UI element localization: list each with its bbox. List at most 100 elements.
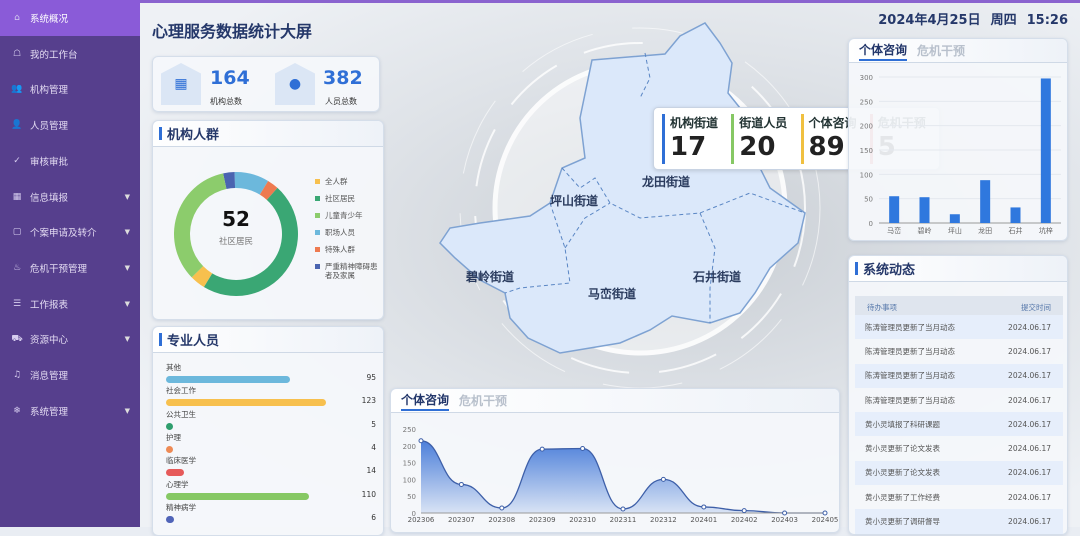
bar-龙田[interactable] bbox=[980, 180, 991, 223]
region-shijing[interactable]: 石井街道 bbox=[692, 269, 741, 284]
todo-text: 陈涛管理员更新了当月动态 bbox=[865, 395, 955, 405]
dynamics-row[interactable]: 黄小灵更新了论文发表 2024.06.17 bbox=[855, 460, 1063, 486]
dynamics-title: 系统动态 bbox=[863, 263, 916, 278]
x-tick-label: 202402 bbox=[731, 516, 758, 524]
tab-crisis-intervention[interactable]: 危机干预 bbox=[917, 44, 966, 58]
tab-individual-consult[interactable]: 个体咨询 bbox=[859, 41, 908, 61]
staff-total-label: 人员总数 bbox=[325, 97, 357, 106]
data-point-202402[interactable] bbox=[741, 508, 747, 514]
y-tick-label: 250 bbox=[403, 426, 416, 434]
todo-text: 黄小灵更新了调研督导 bbox=[865, 517, 940, 527]
donut-slice-2[interactable] bbox=[174, 173, 227, 278]
dynamics-row[interactable]: 黄小灵更新了论文发表 2024.06.17 bbox=[855, 436, 1063, 460]
submit-time: 2024.06.17 bbox=[1008, 468, 1051, 478]
donut-slice-1[interactable] bbox=[203, 187, 298, 296]
bar-碧岭[interactable] bbox=[919, 197, 930, 223]
region-biling[interactable]: 碧岭街道 bbox=[465, 269, 514, 284]
donut-slice-0[interactable] bbox=[191, 266, 213, 288]
sidebar-item-11[interactable]: ❄ 系统管理 ▼ bbox=[0, 393, 140, 429]
data-point-202312[interactable] bbox=[660, 476, 666, 482]
bar-坪山[interactable] bbox=[949, 214, 960, 223]
data-point-202403[interactable] bbox=[782, 510, 788, 516]
data-point-202311[interactable] bbox=[620, 506, 626, 512]
sidebar-item-label: 系统概况 bbox=[30, 14, 69, 25]
todo-text: 陈涛管理员更新了当月动态 bbox=[865, 346, 955, 356]
tab-individual-consult[interactable]: 个体咨询 bbox=[401, 391, 450, 411]
legend-item[interactable]: 特殊人群 bbox=[315, 245, 383, 254]
sidebar-item-6[interactable]: ▢ 个案申请及转介 ▼ bbox=[0, 214, 140, 250]
tab-crisis-intervention[interactable]: 危机干预 bbox=[459, 394, 508, 408]
sidebar-item-8[interactable]: ☰ 工作报表 ▼ bbox=[0, 286, 140, 322]
org-crowd-panel: 机构人群 52 社区居民 全人群 社区居民 儿童青少年 职场人员 特殊人群 严重精神障碍患… bbox=[152, 120, 384, 320]
sidebar-item-5[interactable]: ▦ 信息填报 ▼ bbox=[0, 179, 140, 215]
data-point-202307[interactable] bbox=[458, 481, 464, 487]
donut-slice-5[interactable] bbox=[223, 172, 236, 190]
data-point-202401[interactable] bbox=[701, 504, 707, 510]
dynamics-row[interactable]: 陈涛管理员更新了当月动态 2024.06.17 bbox=[855, 315, 1063, 340]
professional-label: 精神病学 bbox=[166, 502, 196, 512]
sidebar: ⌂ 系统概况 ☖ 我的工作台 👥 机构管理 👤 人员管理 ✓ 审核审批 ▦ 信息填报 ▼ ▢ 个案申请及转介… bbox=[0, 0, 140, 527]
region-longtian[interactable]: 龙田街道 bbox=[642, 174, 690, 189]
data-point-202405[interactable] bbox=[822, 510, 828, 516]
sidebar-item-0[interactable]: ⌂ 系统概况 bbox=[0, 0, 140, 36]
professional-item: 其他 95 bbox=[166, 362, 376, 383]
district-map[interactable]: 坪山街道 龙田街道 碧岭街道 马峦街道 石井街道 bbox=[410, 18, 890, 378]
y-tick-label: 50 bbox=[407, 493, 416, 501]
submit-time: 2024.06.17 bbox=[1008, 371, 1051, 381]
legend-item[interactable]: 社区居民 bbox=[315, 194, 383, 203]
sidebar-item-3[interactable]: 👤 人员管理 bbox=[0, 107, 140, 143]
legend-item[interactable]: 严重精神障碍患者及家属 bbox=[315, 262, 383, 280]
dynamics-row[interactable]: 陈涛管理员更新了当月动态 2024.06.17 bbox=[855, 363, 1063, 388]
data-point-202308[interactable] bbox=[499, 505, 505, 511]
bar-坑梓[interactable] bbox=[1040, 78, 1051, 224]
legend-swatch bbox=[315, 264, 320, 269]
x-tick-label: 坪山 bbox=[948, 226, 962, 235]
x-tick-label: 202309 bbox=[529, 516, 556, 524]
legend-label: 全人群 bbox=[325, 177, 348, 186]
sidebar-item-1[interactable]: ☖ 我的工作台 bbox=[0, 36, 140, 72]
sidebar-item-9[interactable]: ⛟ 资源中心 ▼ bbox=[0, 321, 140, 357]
title-marker bbox=[855, 262, 858, 275]
sidebar-item-7[interactable]: ♨ 危机干预管理 ▼ bbox=[0, 250, 140, 286]
chevron-down-icon: ▼ bbox=[124, 406, 130, 415]
legend-item[interactable]: 儿童青少年 bbox=[315, 211, 383, 220]
submit-time: 2024.06.17 bbox=[1008, 517, 1051, 527]
dynamics-row[interactable]: 黄小灵更新了工作经费 2024.06.17 bbox=[855, 485, 1063, 509]
legend-label: 儿童青少年 bbox=[325, 211, 363, 220]
dynamics-row[interactable]: 黄小灵更新了调研督导 2024.06.17 bbox=[855, 509, 1063, 534]
professional-title: 专业人员 bbox=[167, 334, 220, 349]
time-text: 15:26 bbox=[1026, 13, 1068, 28]
person-icon: ● bbox=[275, 63, 315, 105]
professional-item: 临床医学 14 bbox=[166, 455, 376, 477]
professional-item: 精神病学 6 bbox=[166, 502, 376, 523]
donut-slice-4[interactable] bbox=[259, 180, 278, 200]
form-icon: ▦ bbox=[12, 191, 22, 202]
sidebar-item-2[interactable]: 👥 机构管理 bbox=[0, 71, 140, 107]
region-pingshan[interactable]: 坪山街道 bbox=[550, 193, 598, 208]
data-point-202310[interactable] bbox=[580, 445, 586, 451]
legend-item[interactable]: 全人群 bbox=[315, 177, 383, 186]
data-point-202309[interactable] bbox=[539, 446, 545, 452]
dynamics-row[interactable]: 陈涛管理员更新了当月动态 2024.06.17 bbox=[855, 339, 1063, 363]
bar-石井[interactable] bbox=[1010, 207, 1021, 223]
sidebar-item-4[interactable]: ✓ 审核审批 bbox=[0, 143, 140, 179]
todo-text: 黄小灵填报了科研课题 bbox=[865, 419, 940, 429]
region-maluan[interactable]: 马峦街道 bbox=[588, 286, 636, 301]
professional-item: 公共卫生 5 bbox=[166, 409, 376, 430]
fire-icon: ♨ bbox=[12, 262, 22, 273]
report-icon: ☰ bbox=[12, 298, 22, 309]
legend-item[interactable]: 职场人员 bbox=[315, 228, 383, 237]
sidebar-item-10[interactable]: ♫ 消息管理 bbox=[0, 357, 140, 393]
donut-slice-3[interactable] bbox=[234, 172, 269, 195]
col-time: 提交时间 bbox=[1021, 302, 1051, 312]
dynamics-row[interactable]: 黄小灵填报了科研课题 2024.06.17 bbox=[855, 412, 1063, 437]
bar-马峦[interactable] bbox=[889, 196, 900, 223]
crowd-donut-chart[interactable] bbox=[161, 159, 311, 309]
data-point-202306[interactable] bbox=[418, 438, 424, 444]
todo-text: 黄小灵更新了论文发表 bbox=[865, 468, 940, 478]
x-tick-label: 坑梓 bbox=[1039, 226, 1053, 235]
dynamics-row[interactable]: 陈涛管理员更新了当月动态 2024.06.17 bbox=[855, 388, 1063, 412]
x-tick-label: 202307 bbox=[448, 516, 475, 524]
professional-bar bbox=[166, 422, 173, 430]
professional-value: 14 bbox=[366, 466, 376, 476]
